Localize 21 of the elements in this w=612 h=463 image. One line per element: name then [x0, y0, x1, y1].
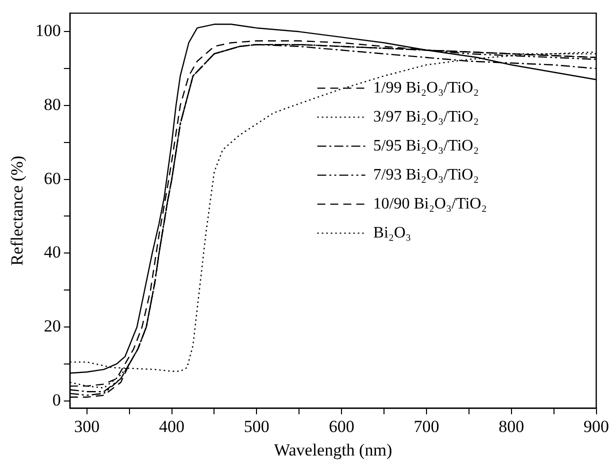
legend-label: 10/90 Bi₂O₃/TiO₂	[373, 195, 487, 212]
y-tick-label: 80	[44, 94, 61, 114]
x-tick-label: 500	[244, 416, 270, 436]
legend-label: 1/99 Bi₂O₃/TiO₂	[373, 79, 479, 96]
x-tick-label: 800	[498, 416, 524, 436]
x-tick-label: 700	[414, 416, 440, 436]
legend-label: 5/95 Bi₂O₃/TiO₂	[373, 137, 479, 154]
x-tick-label: 400	[159, 416, 185, 436]
legend-label: Bi₂O₃	[373, 224, 412, 242]
y-tick-label: 20	[44, 316, 61, 336]
x-tick-label: 300	[74, 416, 100, 436]
x-tick-label: 600	[328, 416, 354, 436]
y-tick-label: 60	[44, 168, 61, 188]
legend-label: 3/97 Bi₂O₃/TiO₂	[373, 108, 479, 126]
y-tick-label: 0	[52, 390, 61, 410]
y-tick-label: 40	[44, 242, 61, 262]
y-tick-label: 100	[35, 21, 61, 40]
legend-label: 7/93 Bi₂O₃/TiO₂	[373, 166, 479, 184]
y-axis-title: Reflectance (%)	[8, 156, 27, 266]
x-axis-title: Wavelength (nm)	[274, 440, 392, 460]
x-tick-label: 900	[584, 416, 609, 436]
